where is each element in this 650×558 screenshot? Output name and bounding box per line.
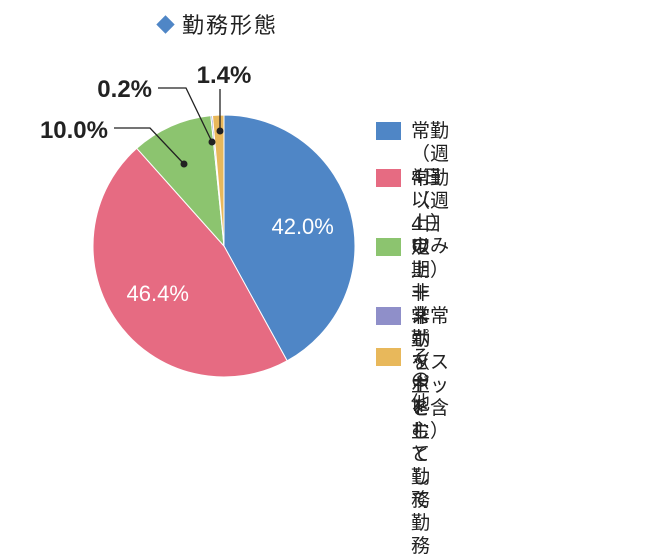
legend-item-3: スポットを主として勤務 — [376, 305, 430, 558]
legend-label-4: その他 — [411, 346, 431, 414]
pie-slice-2 — [136, 115, 225, 248]
slice-value-label-3: 0.2% — [97, 76, 152, 103]
legend-swatch-1 — [376, 169, 401, 187]
leader-line-2 — [114, 127, 185, 165]
leader-dot-2 — [180, 160, 188, 168]
legend-swatch-2 — [376, 238, 401, 256]
chart-title-group: 勤務形態 — [156, 8, 278, 40]
legend-swatch-3 — [376, 307, 401, 325]
legend-item-4: その他 — [376, 346, 430, 415]
slice-value-label-1: 46.4% — [127, 281, 189, 306]
legend-label-0: 常勤（週4日以上）のみ — [411, 120, 450, 257]
legend-label-3: スポットを主として勤務 — [411, 305, 431, 557]
leader-dot-3 — [208, 138, 216, 146]
legend-swatch-4 — [376, 348, 401, 366]
slice-value-label-2: 10.0% — [40, 117, 108, 144]
legend-item-0: 常勤（週4日以上）のみ — [376, 120, 449, 258]
pie-slice-4 — [211, 114, 225, 247]
pie-slice-1 — [92, 147, 288, 378]
pie-slice-0 — [223, 114, 356, 362]
legend-swatch-0 — [376, 122, 401, 140]
pie-chart: 42.0% 46.4% 10.0% 0.2% 1.4% — [40, 62, 356, 378]
leader-line-3 — [158, 87, 213, 143]
chart-title: 勤務形態 — [182, 14, 279, 39]
leader-dot-4 — [216, 127, 224, 135]
slice-value-label-4: 1.4% — [197, 62, 252, 89]
slice-value-label-0: 42.0% — [271, 214, 333, 239]
